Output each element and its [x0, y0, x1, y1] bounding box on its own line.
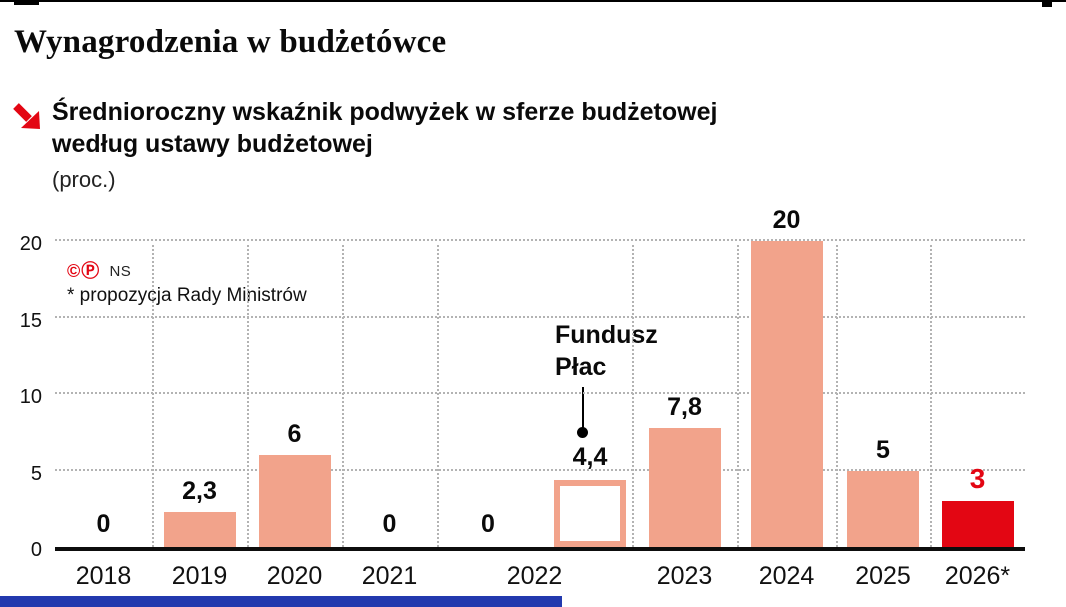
x-tick-2019: 2019 [171, 562, 228, 590]
gridline-y-10 [55, 392, 1025, 394]
value-label-2023: 7,8 [667, 392, 702, 421]
unit-note: (proc.) [52, 167, 116, 192]
annotation-fundusz-plac: Fundusz Płac [555, 321, 658, 381]
y-tick-10: 10 [19, 386, 42, 408]
bottom-blue-strip [0, 596, 562, 607]
y-tick-0: 0 [30, 539, 42, 561]
value-label-2025: 5 [876, 435, 890, 464]
footnote: * propozycja Rady Ministrów [67, 285, 307, 306]
y-tick-15: 15 [19, 309, 42, 332]
top-tick-right [1042, 0, 1052, 7]
bar-2020 [258, 455, 331, 547]
x-tick-2020: 2020 [266, 562, 323, 590]
credit-text: NS [109, 263, 132, 280]
annotation-leader-dot [577, 427, 588, 438]
annotation-leader-line [582, 387, 584, 429]
x-tick-2023: 2023 [656, 562, 713, 590]
x-tick-2024: 2024 [758, 562, 815, 590]
plot-area: ©Ⓟ NS * propozycja Rady Ministrów Fundus… [55, 206, 1025, 551]
red-arrow-icon [13, 102, 43, 132]
value-label-2018: 0 [96, 510, 111, 538]
gridline-x [836, 245, 838, 547]
value-label-2026*: 3 [969, 463, 986, 495]
y-tick-5: 5 [30, 462, 42, 485]
x-tick-2021: 2021 [361, 562, 418, 590]
bar-2023 [648, 427, 721, 547]
value-label-2019: 2,3 [182, 476, 217, 505]
bar-2024 [750, 241, 823, 547]
page-title: Wynagrodzenia w budżetówce [14, 24, 447, 60]
gridline-x [152, 245, 154, 547]
y-tick-20: 20 [19, 233, 42, 255]
credit: ©Ⓟ NS [67, 257, 131, 283]
x-tick-2025: 2025 [855, 562, 911, 590]
top-rule [0, 0, 1066, 2]
value-label-2024: 20 [772, 206, 801, 234]
value-label-2022: 0 [481, 510, 495, 538]
value-label-fundusz-plac: 4,4 [572, 442, 608, 471]
x-tick-2026*: 2026* [944, 562, 1011, 590]
gridline-x [247, 245, 249, 547]
value-label-2021: 0 [382, 510, 397, 538]
gridline-y-20 [55, 239, 1025, 241]
x-tick-2022: 2022 [506, 562, 563, 590]
bar-2026* [941, 501, 1014, 547]
value-label-2020: 6 [287, 420, 302, 449]
gridline-x [342, 245, 344, 547]
gridline-y-5 [55, 468, 1025, 471]
bar-fundusz-plac [554, 479, 626, 547]
bar-2025 [847, 470, 919, 547]
chart-subtitle: Średnioroczny wskaźnik podwyżek w sferze… [52, 96, 717, 160]
bar-chart: ©Ⓟ NS * propozycja Rady Ministrów Fundus… [0, 206, 1066, 607]
gridline-y-15 [55, 315, 1025, 318]
gridline-x [632, 245, 634, 547]
bar-2019 [163, 511, 236, 547]
copyright-press-icons: ©Ⓟ [67, 261, 101, 281]
x-tick-2018: 2018 [75, 562, 132, 590]
gridline-x [737, 245, 739, 547]
gridline-x [930, 245, 932, 547]
top-tick-left [14, 0, 39, 5]
subtitle-line-2: według ustawy budżetowej [52, 130, 373, 158]
gridline-x [437, 245, 439, 547]
subtitle-line-1: Średnioroczny wskaźnik podwyżek w sferze… [52, 98, 718, 126]
